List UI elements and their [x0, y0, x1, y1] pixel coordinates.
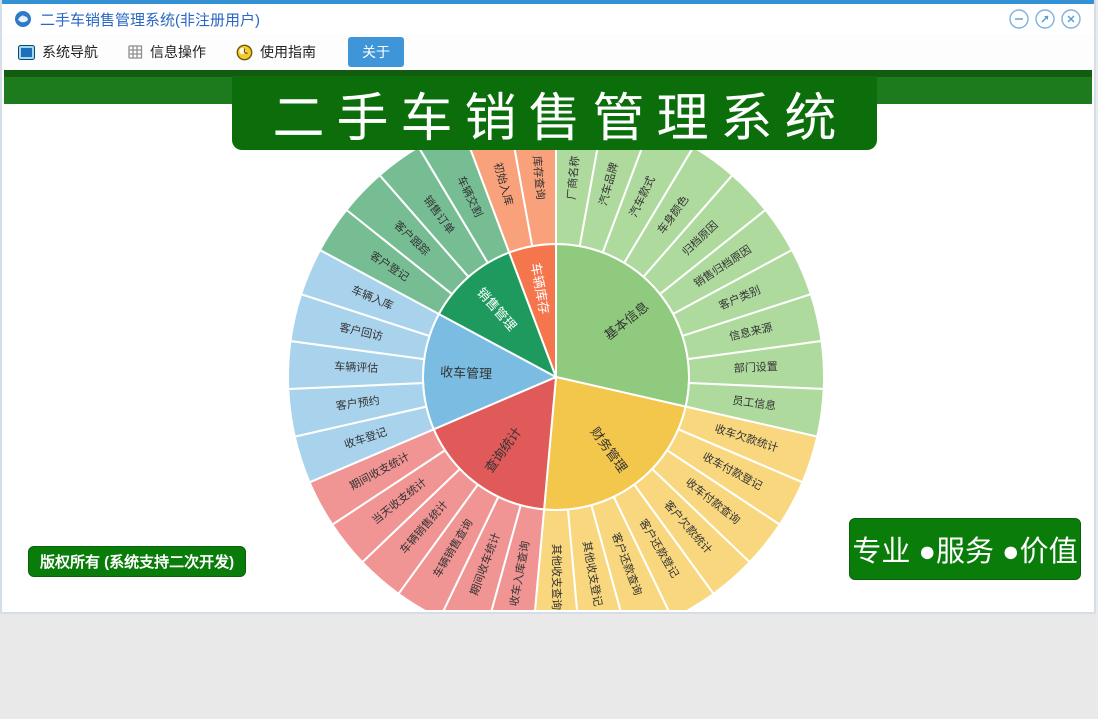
slogan-badge: 专业 ●服务 ●价值 — [849, 518, 1081, 580]
clock-icon — [236, 44, 253, 60]
close-button[interactable] — [1060, 8, 1082, 30]
window-controls — [1008, 8, 1082, 30]
toolbar: 系统导航 信息操作 使用指南 关于 — [2, 34, 1094, 70]
minimize-button[interactable] — [1008, 8, 1030, 30]
window-title: 二手车销售管理系统(非注册用户) — [40, 11, 260, 29]
toolbar-item-label: 系统导航 — [42, 44, 98, 60]
title-banner: 二手车销售管理系统 — [232, 76, 877, 150]
copyright-badge: 版权所有 (系统支持二次开发) — [28, 546, 247, 577]
monitor-icon — [18, 44, 35, 60]
toolbar-item-label: 信息操作 — [150, 44, 206, 60]
about-button[interactable]: 关于 — [348, 37, 404, 67]
toolbar-item-system-nav[interactable]: 系统导航 — [18, 42, 98, 62]
titlebar: 二手车销售管理系统(非注册用户) — [2, 4, 1094, 34]
grid-icon — [128, 44, 143, 59]
toolbar-item-user-guide[interactable]: 使用指南 — [236, 42, 316, 62]
main-content: 厂商名称 汽车品牌 汽车款式 车身颜色 归档原因 销售归档原因 客户类别 信息来源 部门设置 员工… — [4, 70, 1092, 610]
window-top-accent — [2, 0, 1094, 4]
toolbar-item-info-ops[interactable]: 信息操作 — [128, 42, 206, 62]
toolbar-item-label: 使用指南 — [260, 44, 316, 60]
maximize-button[interactable] — [1034, 8, 1056, 30]
app-window: 二手车销售管理系统(非注册用户) — [0, 0, 1096, 614]
banner-title: 二手车销售管理系统 — [272, 89, 849, 148]
app-icon — [15, 11, 31, 27]
